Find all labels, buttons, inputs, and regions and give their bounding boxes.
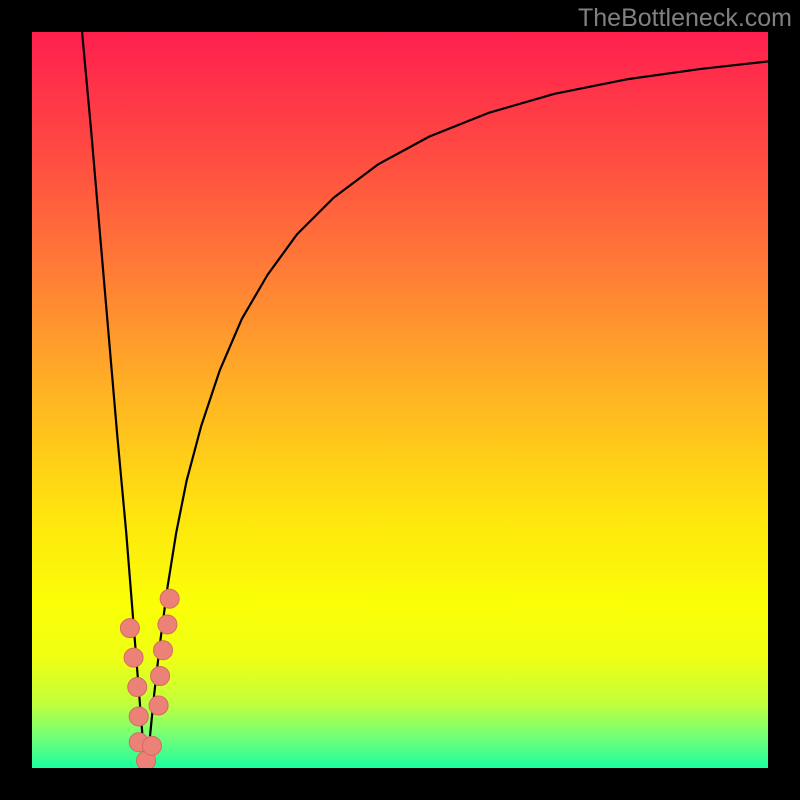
marker-dot (154, 641, 173, 660)
marker-dot (151, 667, 170, 686)
marker-dot (149, 696, 168, 715)
marker-dot (160, 589, 179, 608)
bottleneck-chart (0, 0, 800, 800)
marker-dot (124, 648, 143, 667)
watermark-text: TheBottleneck.com (578, 4, 792, 33)
marker-dot (120, 619, 139, 638)
marker-dot (128, 678, 147, 697)
marker-dot (142, 736, 161, 755)
marker-dot (129, 707, 148, 726)
marker-dot (158, 615, 177, 634)
